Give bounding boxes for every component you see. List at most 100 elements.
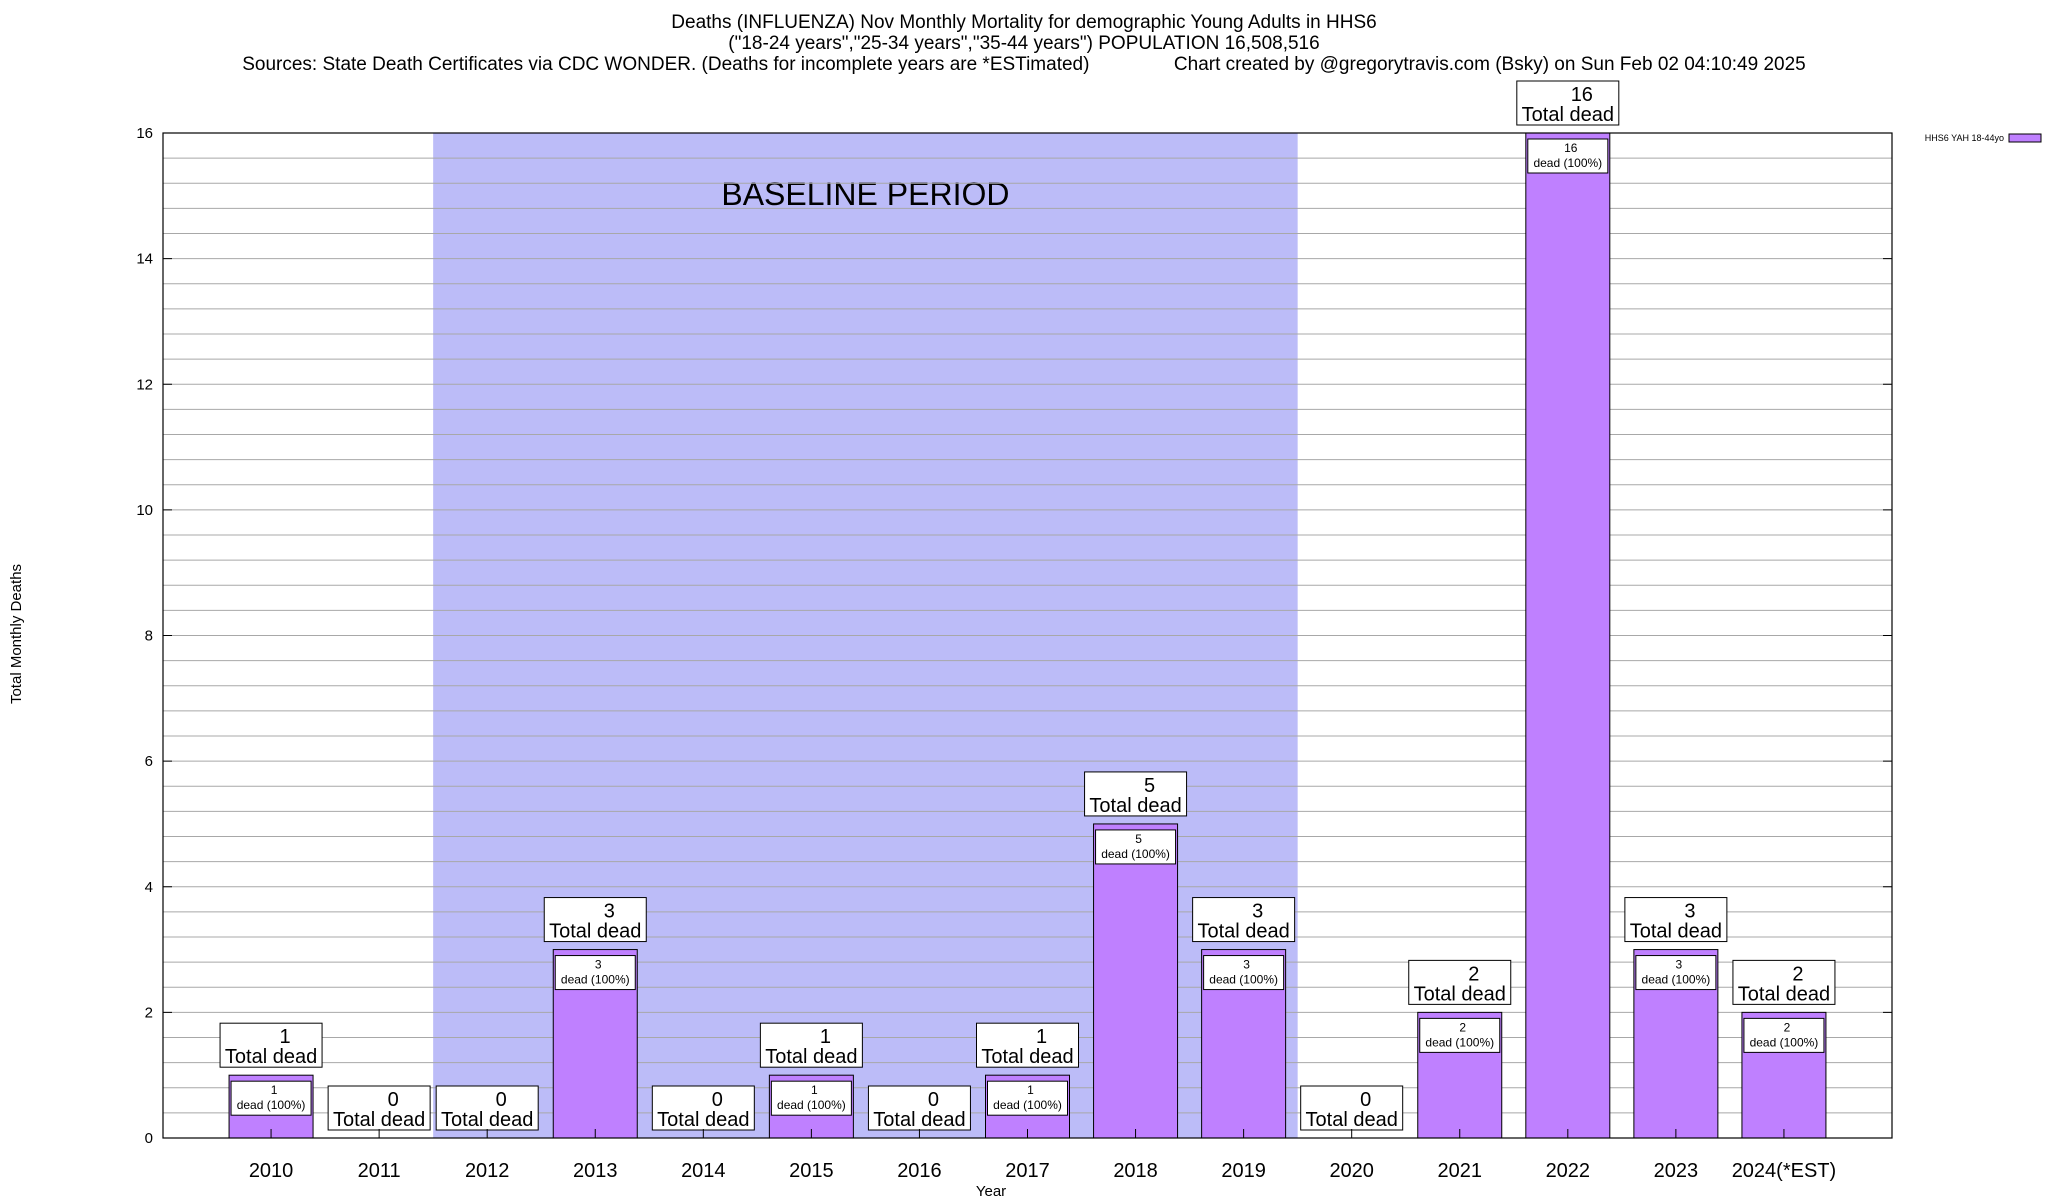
segment-label-value: 3 (1243, 958, 1250, 972)
total-label-value: 0 (712, 1089, 723, 1111)
total-label-box (1516, 80, 1620, 126)
total-label-box (1084, 771, 1188, 817)
total-label-value: 5 (1144, 775, 1155, 797)
x-tick-label: 2014 (681, 1160, 726, 1182)
chart-header: Deaths (INFLUENZA) Nov Monthly Mortality… (0, 12, 2048, 75)
x-tick-label: 2015 (789, 1160, 834, 1182)
segment-label-value: 2 (1459, 1020, 1466, 1034)
y-tick-label: 0 (145, 1130, 153, 1147)
segment-label-text: dead (100%) (993, 1098, 1062, 1112)
segment-label-value: 3 (1676, 958, 1683, 972)
segment-label-text: dead (100%) (1101, 847, 1170, 861)
chart-subtitle: ("18-24 years","25-34 years","35-44 year… (728, 33, 1320, 54)
total-label-value: 0 (388, 1089, 399, 1111)
total-label-text: Total dead (1089, 795, 1181, 817)
segment-label-value: 5 (1135, 832, 1142, 846)
x-tick-label: 2024(*EST) (1732, 1160, 1837, 1182)
segment-label-box (1743, 1017, 1825, 1053)
total-label-box (976, 1022, 1079, 1068)
total-label-box (219, 1022, 323, 1068)
segment-label-text: dead (100%) (1642, 973, 1711, 987)
segment-label-value: 16 (1564, 141, 1578, 155)
segment-label-value: 2 (1784, 1020, 1791, 1034)
total-label-text: Total dead (333, 1109, 425, 1131)
x-tick-label: 2019 (1221, 1160, 1266, 1182)
segment-label-text: dead (100%) (777, 1098, 846, 1112)
x-axis-label: Year (976, 1183, 1006, 1200)
total-label-value: 2 (1468, 963, 1479, 985)
segment-label-value: 1 (1027, 1083, 1034, 1097)
bar (1093, 823, 1179, 1139)
total-label-value: 1 (280, 1026, 291, 1048)
total-label-value: 0 (928, 1089, 939, 1111)
segment-label-value: 1 (271, 1083, 278, 1097)
x-tick-label: 2021 (1438, 1160, 1483, 1182)
credit-text: Chart created by @gregorytravis.com (Bsk… (1173, 54, 1806, 75)
total-label-value: 0 (496, 1089, 507, 1111)
total-label-text: Total dead (225, 1046, 317, 1068)
total-label-value: 3 (1684, 901, 1695, 923)
total-label-text: Total dead (1414, 983, 1506, 1005)
total-label-text: Total dead (1197, 921, 1289, 943)
total-label-box (435, 1085, 539, 1131)
segment-label-text: dead (100%) (1425, 1035, 1494, 1049)
total-label-text: Total dead (1522, 104, 1614, 126)
total-label-text: Total dead (1306, 1109, 1398, 1131)
segment-label-box (1095, 829, 1177, 865)
x-tick-label: 2018 (1113, 1160, 1158, 1182)
total-label-value: 1 (820, 1026, 831, 1048)
segment-label-value: 3 (595, 958, 602, 972)
total-label-value: 0 (1360, 1089, 1371, 1111)
legend: HHS6 YAH 18-44yo (1925, 133, 2042, 143)
x-tick-label: 2016 (897, 1160, 942, 1182)
total-label-box (867, 1085, 971, 1131)
segment-label-box (554, 955, 636, 991)
total-label-value: 1 (1036, 1026, 1047, 1048)
y-tick-label: 14 (136, 251, 153, 268)
chart-title: Deaths (INFLUENZA) Nov Monthly Mortality… (671, 12, 1377, 33)
total-label-box (327, 1085, 431, 1131)
sources-text: Sources: State Death Certificates via CD… (242, 54, 1090, 75)
segment-label-text: dead (100%) (237, 1098, 306, 1112)
segment-label-text: dead (100%) (1750, 1035, 1819, 1049)
y-tick-label: 12 (136, 376, 153, 393)
segment-label-text: dead (100%) (561, 973, 630, 987)
x-tick-label: 2022 (1546, 1160, 1591, 1182)
x-tick-label: 2020 (1329, 1160, 1374, 1182)
total-label-box (1300, 1085, 1404, 1131)
total-label-text: Total dead (765, 1046, 857, 1068)
bar (1525, 132, 1611, 1139)
y-tick-label: 8 (145, 628, 153, 645)
total-label-box (1408, 959, 1512, 1005)
total-label-value: 3 (1252, 901, 1263, 923)
segment-label-text: dead (100%) (1209, 973, 1278, 987)
segment-label-box (230, 1080, 312, 1116)
segment-label-box (770, 1080, 852, 1116)
total-label-box (1732, 959, 1836, 1005)
total-label-text: Total dead (657, 1109, 749, 1131)
legend-swatch (2008, 133, 2042, 143)
segment-label-box (1635, 955, 1717, 991)
segment-label-box (1527, 138, 1609, 174)
total-label-value: 16 (1571, 84, 1593, 106)
total-label-box (543, 897, 647, 943)
y-tick-label: 6 (145, 753, 153, 770)
x-tick-label: 2017 (1005, 1160, 1050, 1182)
segment-label-value: 1 (811, 1083, 818, 1097)
y-axis-label: Total Monthly Deaths (8, 564, 25, 704)
total-label-text: Total dead (1738, 983, 1830, 1005)
segment-label-box (987, 1080, 1068, 1116)
sources-line: Sources: State Death Certificates via CD… (0, 54, 2048, 75)
y-tick-label: 4 (145, 879, 153, 896)
legend-label: HHS6 YAH 18-44yo (1925, 133, 2004, 143)
y-tick-label: 16 (136, 125, 153, 142)
total-label-text: Total dead (549, 921, 641, 943)
total-label-value: 2 (1792, 963, 1803, 985)
x-tick-label: 2012 (465, 1160, 510, 1182)
y-tick-label: 10 (136, 502, 153, 519)
total-label-box (759, 1022, 863, 1068)
total-label-text: Total dead (1630, 921, 1722, 943)
total-label-box (1192, 897, 1296, 943)
total-label-box (1624, 897, 1728, 943)
x-tick-label: 2010 (249, 1160, 294, 1182)
